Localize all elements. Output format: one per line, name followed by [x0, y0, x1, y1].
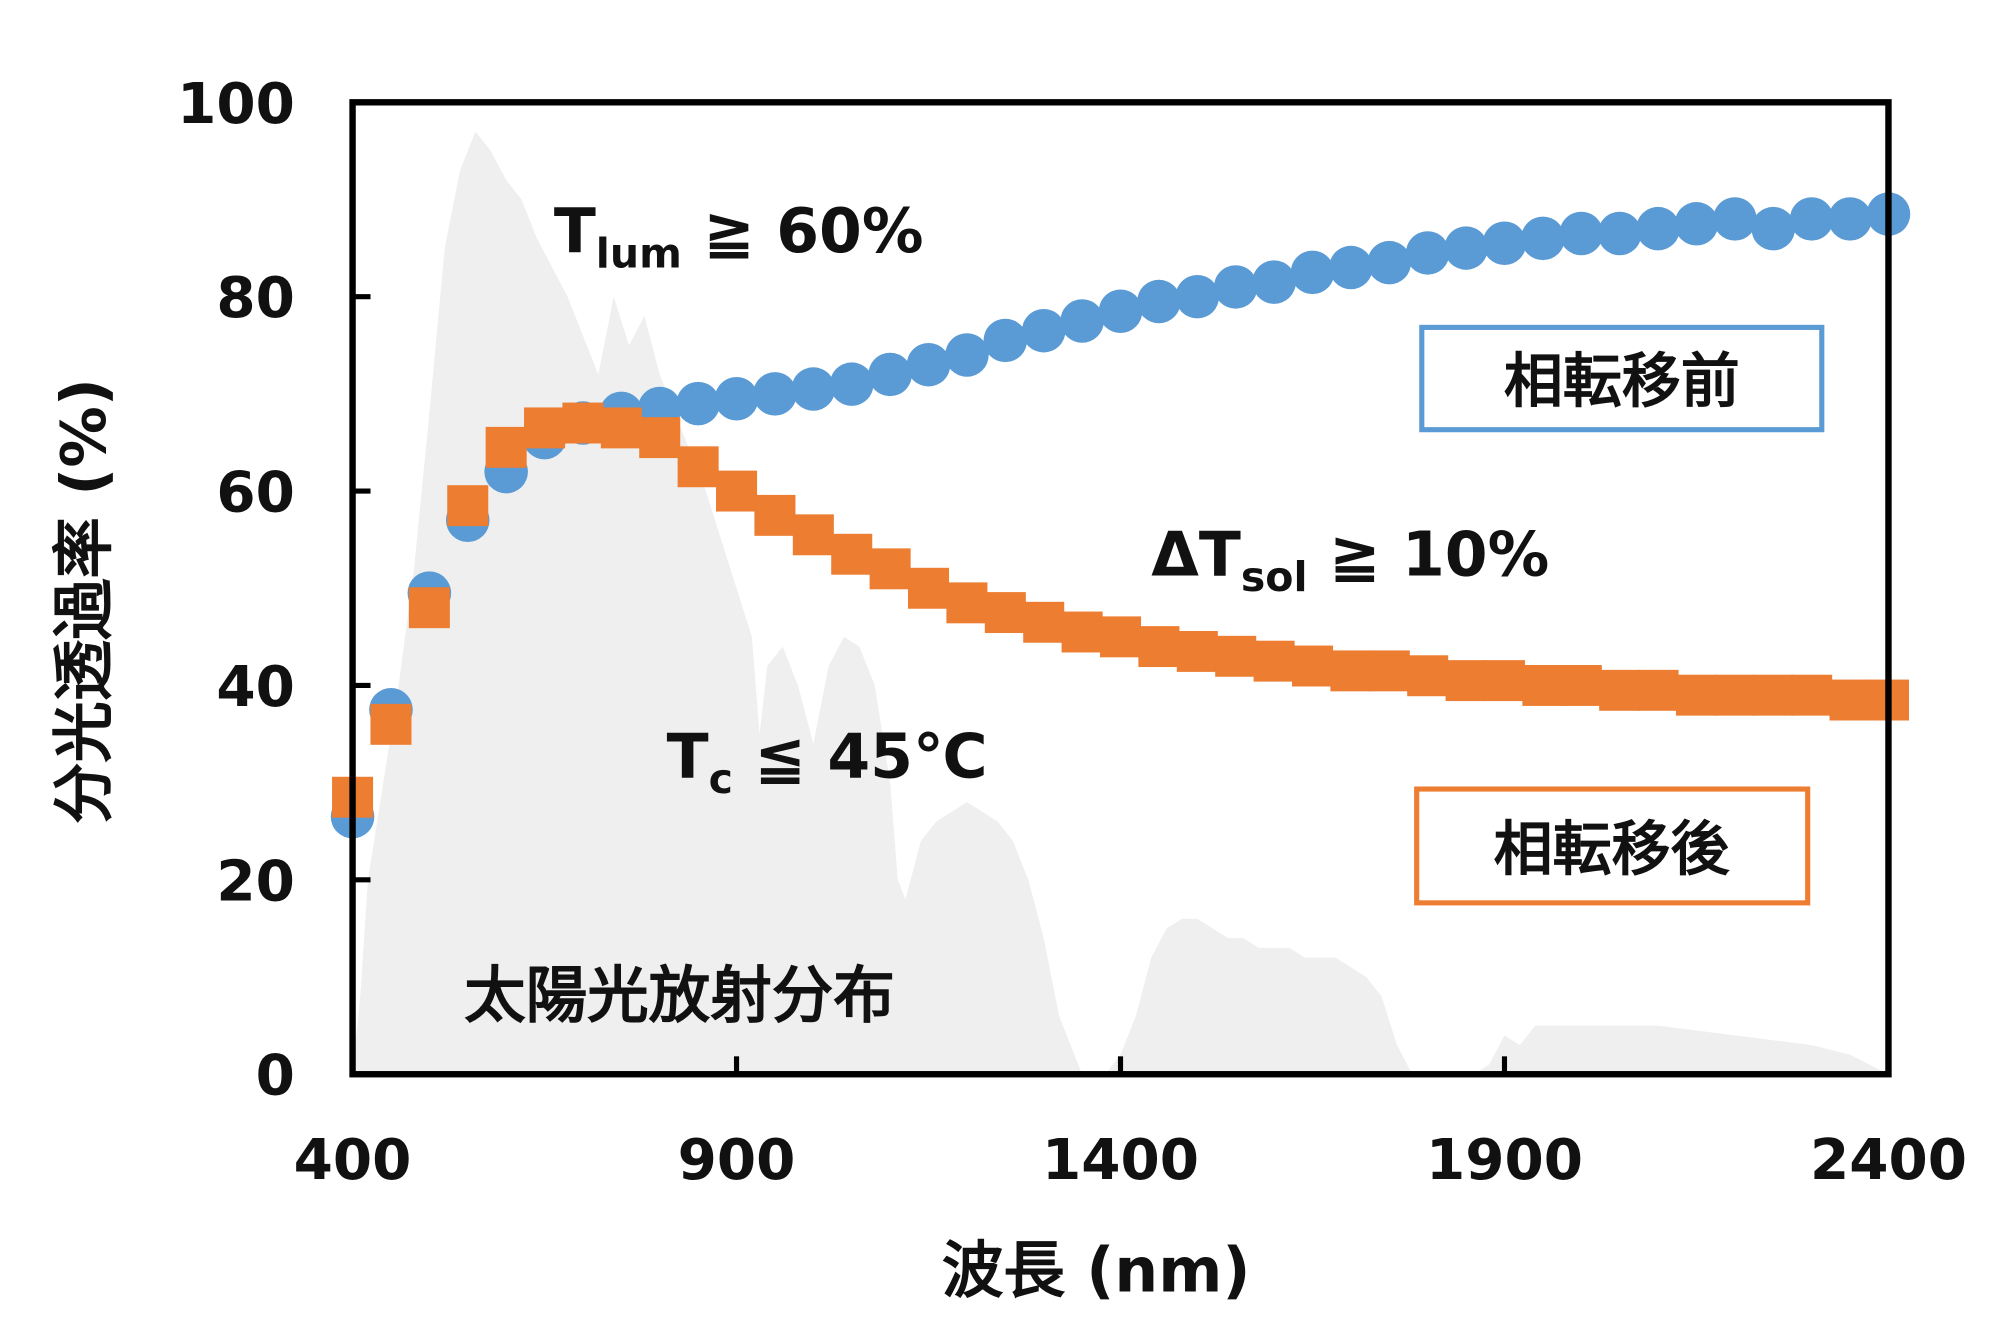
point-after: [1368, 650, 1410, 692]
point-before: [1597, 211, 1642, 256]
series-after: [332, 402, 1909, 818]
point-before: [1674, 202, 1719, 246]
point-after: [1253, 640, 1295, 682]
x-axis-label: 波長 (nm): [942, 1236, 1251, 1307]
point-after: [1560, 665, 1602, 706]
x-tick-label: 2400: [1810, 1128, 1967, 1193]
solar-spectrum-area: [352, 131, 1889, 1075]
legend-before: 相転移前: [1419, 324, 1825, 433]
point-after: [1599, 669, 1641, 711]
point-after: [946, 582, 988, 624]
point-before: [1290, 250, 1335, 295]
point-after: [754, 494, 796, 536]
legend-before-label: 相転移前: [1504, 347, 1740, 416]
point-before: [1367, 240, 1412, 285]
point-before: [1137, 279, 1181, 324]
y-tick-label: 40: [216, 655, 294, 720]
point-after: [408, 587, 450, 629]
point-after: [562, 402, 604, 444]
point-before: [1828, 197, 1872, 241]
point-after: [1445, 660, 1487, 702]
annotation-dtsol: ΔTsol ≧ 10%: [1151, 520, 1549, 601]
series-layer: [330, 192, 1911, 839]
point-after: [1791, 674, 1833, 716]
point-after: [524, 407, 566, 449]
point-after: [1675, 674, 1717, 716]
point-before: [1021, 308, 1066, 353]
point-after: [600, 407, 642, 449]
point-after: [1176, 630, 1218, 672]
legend-before-box: [1419, 324, 1825, 433]
point-after: [869, 548, 911, 590]
point-before: [1098, 289, 1143, 334]
point-before: [1405, 231, 1450, 275]
point-before: [753, 372, 797, 416]
point-before: [868, 352, 912, 397]
point-after: [1215, 635, 1257, 677]
x-tick-label: 1400: [1042, 1128, 1199, 1193]
legend-after-box: [1414, 786, 1811, 906]
x-tick-label: 1900: [1426, 1128, 1583, 1193]
point-before: [714, 377, 759, 421]
point-after: [1023, 601, 1065, 643]
point-after: [1407, 655, 1449, 697]
annotation-tc: Tc ≦ 45℃: [667, 722, 988, 803]
point-after: [677, 446, 719, 488]
point-before: [829, 362, 874, 406]
y-tick-label: 0: [256, 1044, 295, 1109]
point-after: [984, 592, 1026, 634]
point-before: [1252, 260, 1296, 304]
y-tick-label: 60: [216, 461, 294, 526]
solar-spectrum-label: 太陽光放射分布: [464, 961, 895, 1032]
x-tick-label: 400: [294, 1128, 412, 1193]
point-before: [1789, 197, 1834, 241]
y-tick-label: 100: [177, 72, 295, 137]
point-before: [1713, 197, 1757, 241]
point-before: [1521, 216, 1565, 261]
point-after: [1714, 674, 1756, 716]
point-after: [1522, 665, 1564, 706]
y-tick-label: 20: [216, 849, 294, 914]
point-after: [1138, 626, 1180, 668]
point-after: [831, 533, 873, 575]
solar-spectrum-layer: [352, 131, 1889, 1075]
point-after: [1483, 660, 1525, 702]
point-before: [1060, 299, 1104, 343]
point-after: [792, 514, 834, 556]
point-before: [983, 318, 1028, 363]
point-before: [1213, 265, 1258, 309]
point-before: [945, 333, 989, 377]
point-before: [676, 381, 720, 426]
point-after: [485, 426, 527, 468]
y-axis-label: 分光透過率 (%): [49, 378, 120, 824]
point-after: [1829, 679, 1871, 721]
point-before: [1636, 206, 1680, 251]
point-before: [1329, 245, 1373, 290]
point-before: [791, 367, 836, 411]
point-after: [447, 485, 489, 527]
legend-after: 相転移後: [1414, 786, 1811, 906]
point-after: [639, 417, 681, 459]
point-after: [1330, 650, 1372, 692]
annotation-tlum: Tlum ≧ 60%: [554, 196, 924, 277]
point-after: [1061, 611, 1103, 653]
point-after: [1291, 645, 1334, 687]
point-after: [1637, 669, 1679, 711]
point-after: [716, 470, 758, 512]
y-tick-label: 80: [216, 266, 294, 331]
point-before: [1751, 206, 1796, 251]
point-after: [370, 703, 412, 745]
legend-after-label: 相転移後: [1494, 815, 1731, 884]
point-before: [906, 342, 951, 387]
x-tick-label: 900: [678, 1128, 796, 1193]
point-before: [1444, 226, 1488, 270]
point-before: [1559, 211, 1604, 256]
point-after: [908, 567, 950, 609]
point-before: [1482, 221, 1527, 265]
ticks-layer: 400 900 1400 1900 2400 0 20 40 60 80 100: [177, 72, 1967, 1193]
point-after: [1752, 674, 1794, 716]
point-after: [1100, 616, 1142, 658]
point-before: [1175, 274, 1220, 319]
